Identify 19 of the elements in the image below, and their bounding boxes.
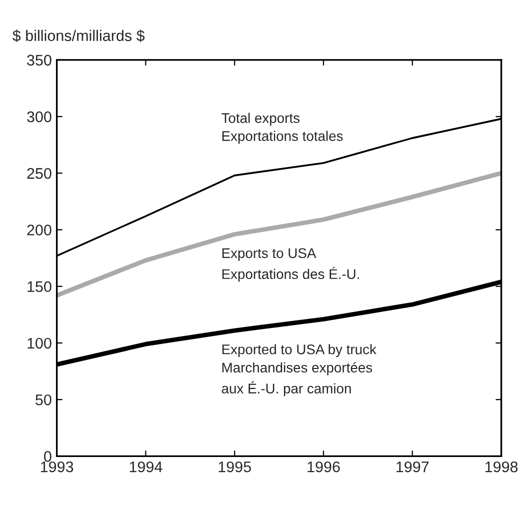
y-tick-label: 100: [28, 338, 52, 349]
series-label: Exports to USA Exportations des É.-U.: [222, 248, 359, 282]
y-tick-label: 300: [27, 111, 52, 122]
x-tick-label: 1995: [218, 461, 251, 472]
y-tick-label: 0: [44, 451, 52, 462]
x-tick-label: 1996: [308, 461, 340, 472]
y-tick-label: 250: [27, 168, 52, 179]
y-axis-title: $ billions/milliards $: [12, 30, 145, 42]
x-tick-label: 1993: [40, 461, 74, 472]
x-tick-label: 1998: [485, 461, 518, 472]
y-tick-label: 150: [28, 281, 52, 292]
y-tick-label: 200: [27, 224, 52, 236]
y-tick-label: 350: [27, 54, 52, 66]
line-series: [56, 170, 502, 298]
y-tick-label: 50: [36, 394, 52, 406]
series-label: Total exports Exportations totales: [222, 112, 343, 144]
x-tick-label: 1994: [130, 461, 162, 472]
x-tick-label: 1997: [396, 461, 429, 472]
series-label: Exported to USA by truck Marchandises exportées aux É.-U. par camion: [222, 344, 376, 396]
